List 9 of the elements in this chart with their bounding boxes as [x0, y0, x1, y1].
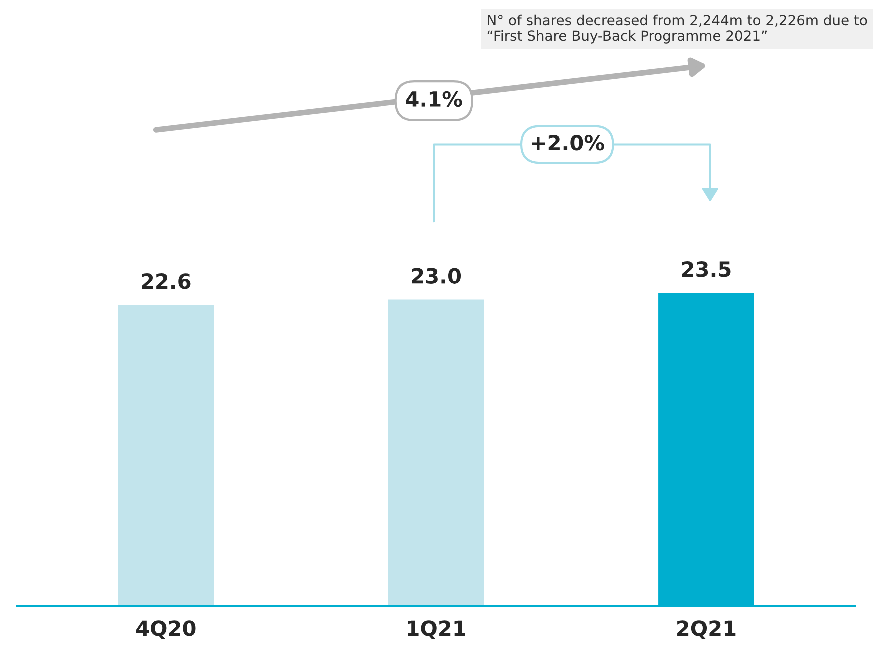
text: N° of shares decreased from 2,244m to 2,226m due to “First Share Buy-Back Programme 2021” — [488, 14, 868, 44]
x-tick-label: 4Q20 — [136, 620, 196, 640]
x-tick-label: 1Q21 — [408, 620, 466, 640]
text: 4.1% — [406, 91, 462, 108]
data-label: 22.6 — [142, 274, 191, 290]
text: +2.0% — [532, 135, 604, 151]
x-tick-label: 2Q21 — [678, 620, 736, 640]
data-label: 23.5 — [682, 262, 731, 278]
data-label: 23.0 — [412, 268, 462, 284]
